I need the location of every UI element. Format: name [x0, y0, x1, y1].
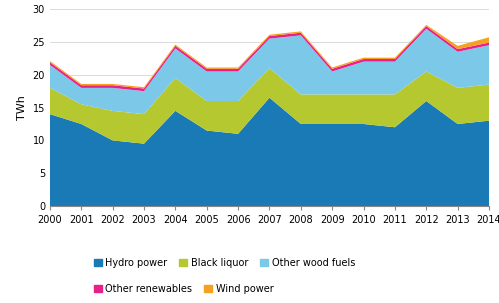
Legend: Other renewables, Wind power: Other renewables, Wind power	[90, 280, 277, 298]
Y-axis label: TWh: TWh	[17, 95, 27, 120]
